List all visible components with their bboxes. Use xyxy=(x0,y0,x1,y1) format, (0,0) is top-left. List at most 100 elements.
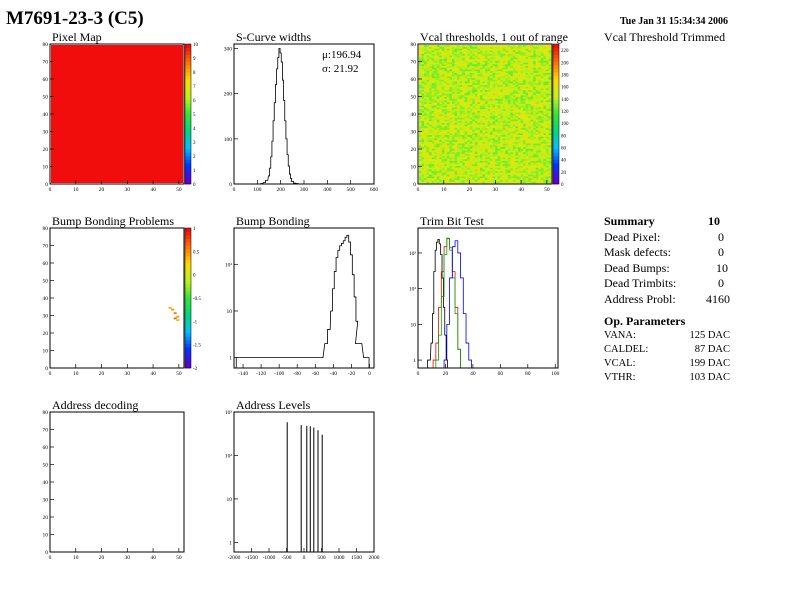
vcal-cell xyxy=(495,108,498,111)
vcal-cell xyxy=(446,110,450,113)
vcal-cell xyxy=(543,124,547,127)
vcal-cell xyxy=(452,89,455,92)
vcal-cell xyxy=(441,108,445,111)
vcal-cell xyxy=(485,157,488,160)
vcal-cell xyxy=(457,165,460,168)
vcal-cell xyxy=(424,67,427,70)
vcal-cell xyxy=(452,169,455,172)
vcal-cell xyxy=(535,63,539,66)
vcal-cell xyxy=(472,141,476,144)
vcal-cell xyxy=(434,70,438,73)
vcal-cell xyxy=(507,57,511,60)
vcal-cell xyxy=(462,177,465,180)
vcal-cell xyxy=(434,165,438,168)
vcal-cell xyxy=(520,167,524,170)
vcal-cell xyxy=(523,157,526,160)
vcal-cell xyxy=(482,101,486,104)
vcal-cell xyxy=(530,58,534,61)
vcal-cell xyxy=(479,91,483,94)
vcal-cell xyxy=(490,138,493,141)
vcal-cell xyxy=(528,50,531,53)
bump-problem-cell xyxy=(171,308,175,311)
vcal-cell xyxy=(500,145,504,148)
vcal-cell xyxy=(449,141,453,144)
vcal-cell xyxy=(424,105,427,108)
vcal-cell xyxy=(510,120,514,123)
vcal-cell xyxy=(464,170,468,173)
vcal-cell xyxy=(548,101,552,104)
vcal-cell xyxy=(421,129,425,132)
vcal-cell xyxy=(472,89,476,92)
vcal-cell xyxy=(487,53,491,56)
vcal-cell xyxy=(497,112,501,115)
vcal-cell xyxy=(429,158,432,161)
vcal-cell xyxy=(492,110,496,113)
vcal-cell xyxy=(477,72,481,75)
vcal-cell xyxy=(419,164,422,167)
vcal-cell xyxy=(436,146,440,149)
y-tick-label: 10³ xyxy=(409,251,417,257)
vcal-cell xyxy=(421,53,425,56)
vcal-cell xyxy=(436,132,440,135)
vcal-cell xyxy=(502,76,506,79)
vcal-cell xyxy=(472,101,476,104)
vcal-cell xyxy=(464,122,468,125)
vcal-cell xyxy=(538,181,542,184)
vcal-cell xyxy=(487,160,491,163)
vcal-cell xyxy=(540,100,544,103)
vcal-cell xyxy=(545,77,549,80)
vcal-cell xyxy=(469,160,473,163)
vcal-cell xyxy=(520,122,524,125)
vcal-cell xyxy=(464,105,468,108)
vcal-cell xyxy=(487,98,491,101)
vcal-cell xyxy=(474,53,478,56)
vcal-cell xyxy=(439,155,443,158)
vcal-cell xyxy=(545,79,549,82)
vcal-cell xyxy=(487,124,491,127)
vcal-cell xyxy=(512,48,516,51)
vcal-cell xyxy=(439,115,443,118)
vcal-cell xyxy=(464,101,468,104)
vcal-cell xyxy=(472,164,476,167)
vcal-cell xyxy=(424,69,427,72)
vcal-cell xyxy=(507,122,511,125)
vcal-cell xyxy=(446,158,450,161)
vcal-cell xyxy=(495,107,498,110)
vcal-cell xyxy=(446,155,450,158)
vcal-cell xyxy=(545,177,549,180)
vcal-cell xyxy=(500,96,504,99)
vcal-cell xyxy=(469,96,473,99)
vcal-cell xyxy=(505,167,509,170)
vcal-cell xyxy=(472,145,476,148)
vcal-cell xyxy=(492,88,496,91)
vcal-cell xyxy=(441,176,445,179)
vcal-cell xyxy=(434,155,438,158)
vcal-cell xyxy=(507,58,511,61)
vcal-cell xyxy=(548,79,552,82)
vcal-cell xyxy=(457,148,460,151)
vcal-cell xyxy=(543,89,547,92)
vcal-cell xyxy=(535,174,539,177)
palette-swatch xyxy=(553,152,559,157)
vcal-cell xyxy=(449,79,453,82)
vcal-cell xyxy=(429,148,432,151)
vcal-cell xyxy=(449,120,453,123)
vcal-cell xyxy=(449,127,453,130)
vcal-cell xyxy=(439,157,443,160)
vcal-cell xyxy=(530,48,534,51)
vcal-cell xyxy=(419,145,422,148)
vcal-cell xyxy=(449,160,453,163)
vcal-cell xyxy=(472,91,476,94)
vcal-cell xyxy=(472,138,476,141)
vcal-cell xyxy=(477,126,481,129)
vcal-cell xyxy=(426,143,430,146)
vcal-cell xyxy=(477,105,481,108)
vcal-cell xyxy=(429,74,432,77)
vcal-cell xyxy=(479,50,483,53)
vcal-cell xyxy=(434,55,438,58)
y-tick-label: 10 xyxy=(43,533,49,539)
vcal-cell xyxy=(429,170,432,173)
vcal-cell xyxy=(449,100,453,103)
vcal-cell xyxy=(436,105,440,108)
vcal-cell xyxy=(548,77,552,80)
